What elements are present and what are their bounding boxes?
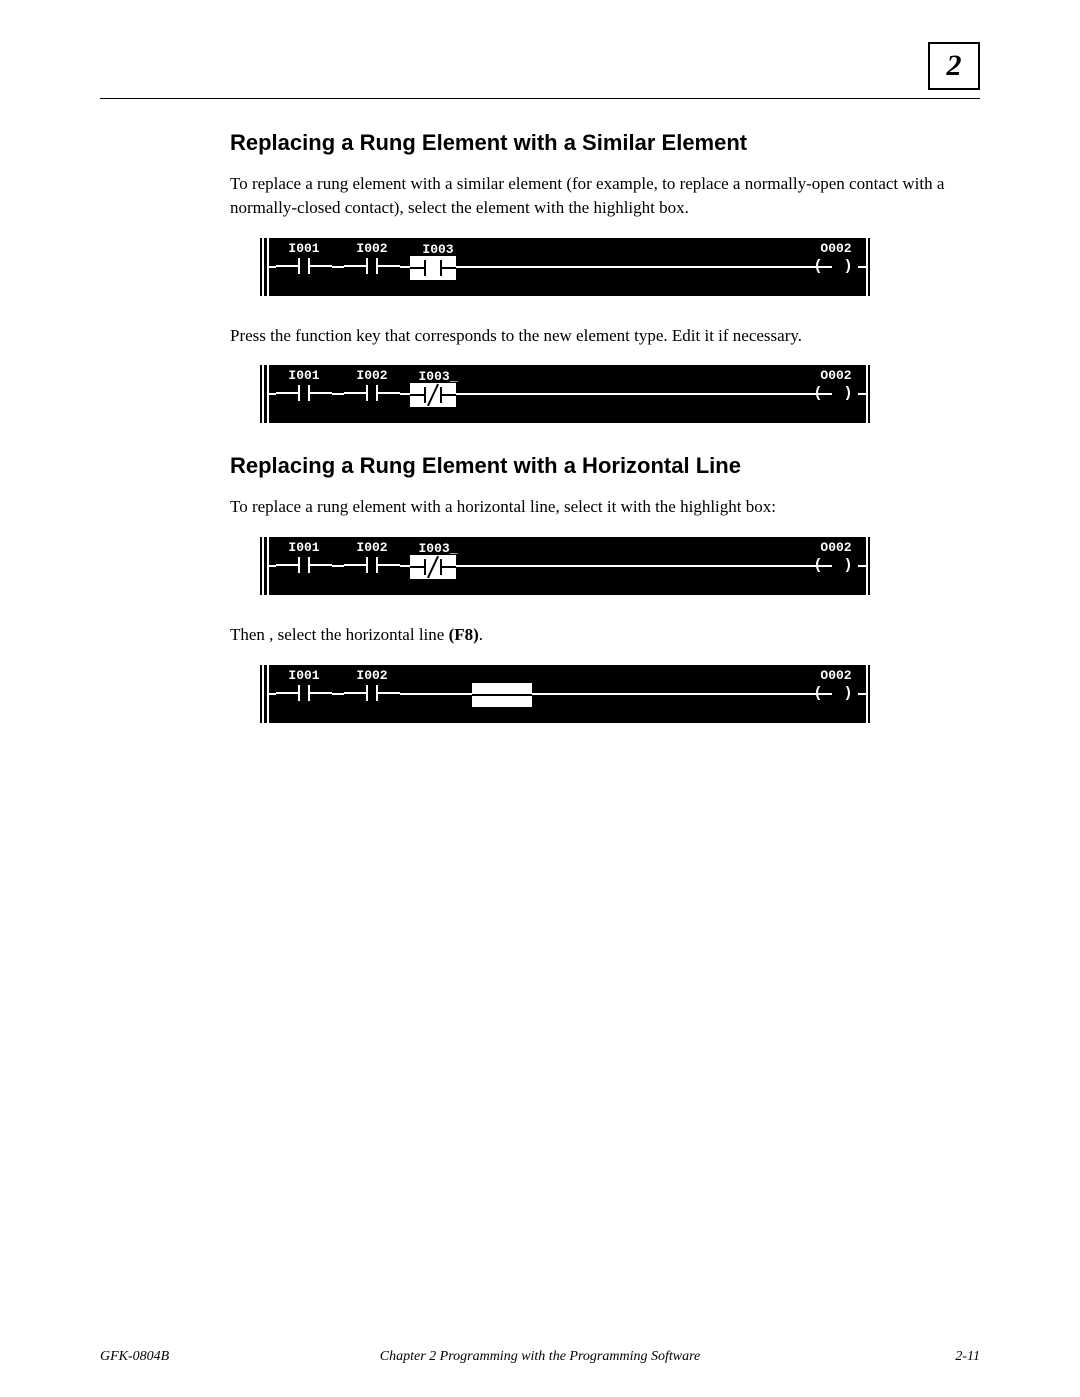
wire-icon	[269, 393, 276, 395]
normally-closed-contact-icon	[410, 387, 456, 403]
section-heading-1: Replacing a Rung Element with a Similar …	[230, 130, 980, 156]
left-rail-icon	[262, 537, 264, 595]
para4-text-a: Then , select the horizontal line	[230, 625, 449, 644]
coil-label: O002	[808, 541, 864, 555]
contact-label: I001	[276, 369, 332, 383]
left-rail-icon	[262, 665, 264, 723]
contact-i001: I001	[276, 242, 332, 278]
para4-text-c: .	[479, 625, 483, 644]
left-rail-icon	[262, 238, 264, 296]
wire-icon	[332, 266, 344, 268]
header-rule	[100, 98, 980, 99]
coil-label: O002	[808, 669, 864, 683]
right-rail-icon	[866, 365, 868, 423]
wire-icon	[400, 266, 410, 268]
contact-label: I002	[344, 369, 400, 383]
ladder-diagram-3: I001 I002 I003_ O002 ( )	[260, 537, 870, 595]
normally-open-contact-icon	[276, 258, 332, 278]
normally-open-contact-icon	[344, 557, 400, 577]
selection-highlight	[472, 683, 532, 707]
wire-icon	[858, 565, 866, 567]
wire-icon	[816, 693, 832, 695]
wire-icon	[269, 266, 276, 268]
contact-i001: I001	[276, 541, 332, 577]
ladder-diagram-1: I001 I002 I003 O002 ( )	[260, 238, 870, 296]
contact-label: I002	[344, 541, 400, 555]
output-coil: O002 ( )	[808, 242, 864, 275]
contact-i001: I001	[276, 669, 332, 705]
normally-open-contact-icon	[276, 685, 332, 705]
right-rail-icon	[866, 537, 868, 595]
output-coil: O002 ( )	[808, 369, 864, 402]
contact-label: I001	[276, 669, 332, 683]
contact-label: I003_	[410, 541, 466, 556]
footer-chapter-title: Chapter 2 Programming with the Programmi…	[100, 1349, 980, 1365]
left-rail-icon	[262, 365, 264, 423]
wire-icon	[816, 266, 832, 268]
contact-i002: I002	[344, 541, 400, 577]
paragraph-4: Then , select the horizontal line (F8).	[230, 623, 980, 647]
contact-label: I001	[276, 541, 332, 555]
normally-open-contact-icon	[410, 260, 456, 276]
output-coil: O002 ( )	[808, 669, 864, 702]
normally-open-contact-icon	[344, 258, 400, 278]
right-rail-icon	[866, 238, 868, 296]
chapter-number-box: 2	[928, 42, 980, 90]
wire-icon	[816, 565, 832, 567]
wire-icon	[332, 393, 344, 395]
wire-icon	[332, 565, 344, 567]
page-footer: GFK-0804B Chapter 2 Programming with the…	[100, 1349, 980, 1365]
wire-icon	[858, 693, 866, 695]
contact-i002: I002	[344, 369, 400, 405]
wire-icon	[269, 693, 276, 695]
paragraph-3: To replace a rung element with a horizon…	[230, 495, 980, 519]
wire-icon	[456, 266, 816, 268]
page-content: Replacing a Rung Element with a Similar …	[230, 130, 980, 751]
normally-open-contact-icon	[344, 385, 400, 405]
contact-i001: I001	[276, 369, 332, 405]
chapter-number: 2	[947, 49, 962, 83]
wire-icon	[456, 565, 816, 567]
coil-label: O002	[808, 242, 864, 256]
ladder-diagram-4: I001 I002 O002 ( )	[260, 665, 870, 723]
contact-label: I002	[344, 242, 400, 256]
normally-open-contact-icon	[344, 685, 400, 705]
paragraph-1: To replace a rung element with a similar…	[230, 172, 980, 220]
contact-i002: I002	[344, 669, 400, 705]
paragraph-2: Press the function key that corresponds …	[230, 324, 980, 348]
section-heading-2: Replacing a Rung Element with a Horizont…	[230, 453, 980, 479]
right-rail-icon	[866, 665, 868, 723]
normally-closed-contact-icon	[410, 559, 456, 575]
contact-label: I001	[276, 242, 332, 256]
para4-key: (F8)	[449, 625, 479, 644]
contact-label: I002	[344, 669, 400, 683]
wire-icon	[400, 693, 472, 695]
wire-icon	[816, 393, 832, 395]
wire-icon	[332, 693, 344, 695]
selection-highlight	[410, 555, 456, 579]
horizontal-line-icon	[472, 687, 532, 703]
wire-icon	[532, 693, 816, 695]
output-coil: O002 ( )	[808, 541, 864, 574]
wire-icon	[400, 393, 410, 395]
coil-label: O002	[808, 369, 864, 383]
wire-icon	[858, 266, 866, 268]
ladder-diagram-2: I001 I002 I003_ O002 ( )	[260, 365, 870, 423]
wire-icon	[269, 565, 276, 567]
normally-open-contact-icon	[276, 557, 332, 577]
contact-label: I003_	[410, 369, 466, 384]
normally-open-contact-icon	[276, 385, 332, 405]
contact-i002: I002	[344, 242, 400, 278]
wire-icon	[858, 393, 866, 395]
wire-icon	[456, 393, 816, 395]
wire-icon	[400, 565, 410, 567]
selection-highlight	[410, 383, 456, 407]
selection-highlight	[410, 256, 456, 280]
contact-label: I003	[410, 242, 466, 257]
